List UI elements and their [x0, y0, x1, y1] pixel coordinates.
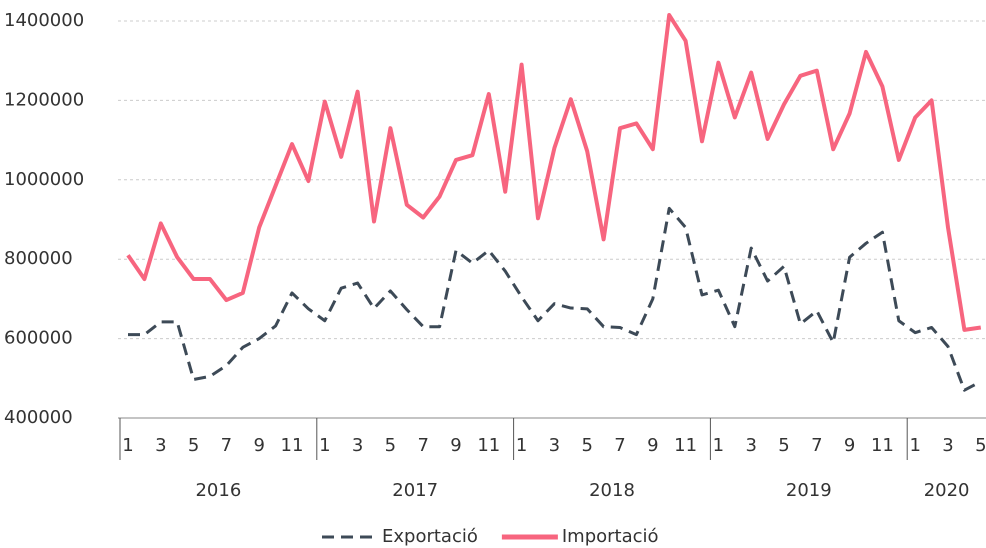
x-tick-label: 7 — [417, 435, 428, 456]
x-tick-label: 3 — [942, 435, 953, 456]
x-tick-label: 11 — [871, 435, 894, 456]
x-tick-label: 11 — [281, 435, 304, 456]
x-tick-label: 9 — [844, 435, 855, 456]
x-tick-label: 7 — [811, 435, 822, 456]
y-tick-label: 1000000 — [4, 169, 84, 190]
year-label: 2017 — [392, 480, 438, 501]
x-tick-label: 1 — [909, 435, 920, 456]
year-label: 2016 — [195, 480, 241, 501]
x-tick-label: 9 — [253, 435, 264, 456]
series-line — [126, 13, 982, 332]
x-tick-label: 1 — [122, 435, 133, 456]
series-line — [128, 206, 982, 392]
x-tick-label: 9 — [450, 435, 461, 456]
x-tick-label: 1 — [713, 435, 724, 456]
x-tick-label: 5 — [385, 435, 396, 456]
x-tick-label: 1 — [516, 435, 527, 456]
year-label: 2018 — [589, 480, 635, 501]
y-tick-label: 1200000 — [4, 89, 84, 110]
x-tick-label: 5 — [975, 435, 986, 456]
x-tick-label: 3 — [155, 435, 166, 456]
x-tick-label: 11 — [674, 435, 697, 456]
x-tick-label: 5 — [188, 435, 199, 456]
x-tick-label: 5 — [778, 435, 789, 456]
x-tick-label: 3 — [549, 435, 560, 456]
x-tick-label: 5 — [581, 435, 592, 456]
year-label: 2020 — [924, 480, 970, 501]
x-tick-label: 9 — [647, 435, 658, 456]
x-tick-label: 11 — [477, 435, 500, 456]
x-tick-label: 3 — [352, 435, 363, 456]
legend-label: Importació — [562, 526, 659, 547]
x-tick-label: 7 — [221, 435, 232, 456]
x-tick-label: 3 — [745, 435, 756, 456]
y-tick-label: 400000 — [4, 407, 73, 428]
y-tick-label: 600000 — [4, 328, 73, 349]
y-tick-label: 1400000 — [4, 10, 84, 31]
x-tick-label: 1 — [319, 435, 330, 456]
x-tick-label: 7 — [614, 435, 625, 456]
y-tick-label: 800000 — [4, 248, 73, 269]
year-label: 2019 — [786, 480, 832, 501]
legend-label: Exportació — [382, 526, 478, 547]
